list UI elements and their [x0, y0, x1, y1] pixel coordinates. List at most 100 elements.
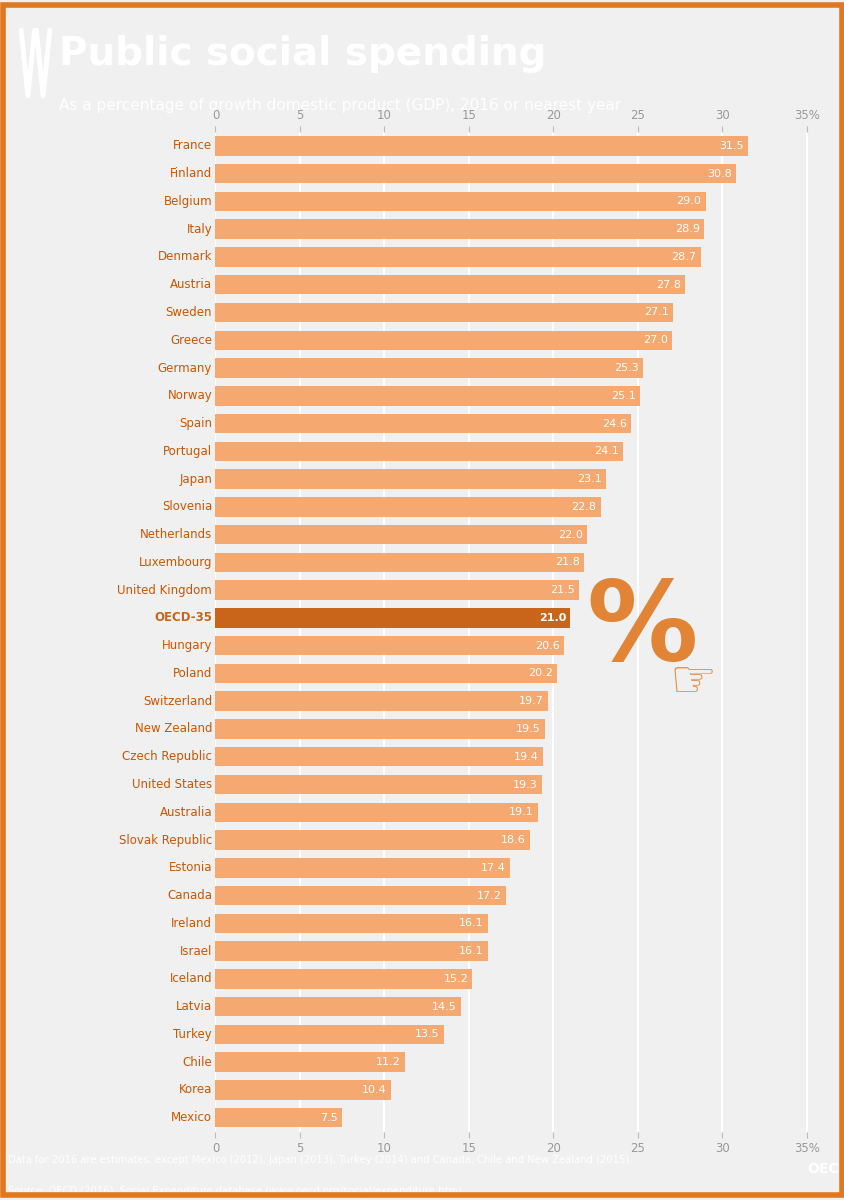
Text: 16.1: 16.1	[458, 918, 483, 929]
Bar	[215, 581, 578, 600]
Text: ☞: ☞	[668, 656, 716, 708]
Bar	[215, 748, 543, 767]
Text: 25.3: 25.3	[614, 364, 638, 373]
Text: 24.6: 24.6	[602, 419, 626, 428]
Text: Belgium: Belgium	[164, 194, 212, 208]
Text: Denmark: Denmark	[158, 251, 212, 264]
Bar	[215, 1052, 404, 1072]
Text: Australia: Australia	[160, 805, 212, 818]
Text: Data for 2016 are estimates, except Mexico (2012), Japan (2013), Turkey (2014) a: Data for 2016 are estimates, except Mexi…	[8, 1156, 632, 1165]
Text: 19.4: 19.4	[514, 751, 538, 762]
Text: United Kingdom: United Kingdom	[117, 583, 212, 596]
Text: 17.2: 17.2	[477, 890, 501, 900]
Bar	[215, 247, 700, 266]
Text: Japan: Japan	[179, 473, 212, 486]
Bar	[215, 275, 684, 294]
Text: Netherlands: Netherlands	[140, 528, 212, 541]
Text: 20.6: 20.6	[534, 641, 559, 650]
Text: Sweden: Sweden	[165, 306, 212, 319]
Bar	[215, 524, 587, 545]
Text: 28.9: 28.9	[674, 224, 699, 234]
Text: 27.8: 27.8	[655, 280, 680, 289]
Bar	[215, 386, 639, 406]
Text: Germany: Germany	[158, 361, 212, 374]
Text: 13.5: 13.5	[414, 1030, 439, 1039]
Text: 28.7: 28.7	[670, 252, 695, 262]
Bar	[215, 664, 556, 683]
Text: Greece: Greece	[170, 334, 212, 347]
Text: 10.4: 10.4	[362, 1085, 387, 1094]
Text: 19.5: 19.5	[516, 724, 540, 734]
Text: 16.1: 16.1	[458, 946, 483, 956]
Text: Austria: Austria	[170, 278, 212, 292]
Text: United States: United States	[132, 778, 212, 791]
Text: 21.8: 21.8	[555, 557, 579, 568]
Bar	[215, 941, 487, 961]
Bar	[215, 136, 747, 156]
Bar	[215, 359, 642, 378]
Text: 27.1: 27.1	[644, 307, 668, 318]
Text: %: %	[586, 576, 697, 683]
Bar	[215, 858, 509, 877]
Text: 23.1: 23.1	[576, 474, 601, 484]
Text: 22.0: 22.0	[558, 529, 582, 540]
Text: Public social spending: Public social spending	[59, 35, 546, 73]
Text: Norway: Norway	[167, 389, 212, 402]
Text: 30.8: 30.8	[706, 169, 731, 179]
Bar	[215, 553, 583, 572]
Text: Portugal: Portugal	[163, 445, 212, 458]
Text: Korea: Korea	[179, 1084, 212, 1097]
Text: 7.5: 7.5	[320, 1112, 338, 1123]
Text: 17.4: 17.4	[480, 863, 505, 872]
Bar	[215, 302, 673, 323]
Bar	[215, 330, 671, 350]
Text: France: France	[173, 139, 212, 152]
Text: 27.0: 27.0	[642, 335, 667, 346]
Text: Latvia: Latvia	[176, 1000, 212, 1013]
Text: Finland: Finland	[170, 167, 212, 180]
Text: 14.5: 14.5	[431, 1002, 456, 1012]
Text: Turkey: Turkey	[173, 1028, 212, 1040]
Text: 22.8: 22.8	[571, 502, 596, 512]
Bar	[215, 608, 570, 628]
Text: 31.5: 31.5	[718, 140, 743, 151]
Text: Ireland: Ireland	[171, 917, 212, 930]
Text: Poland: Poland	[173, 667, 212, 680]
Text: 19.3: 19.3	[512, 780, 537, 790]
Text: Source: OECD (2016), Social Expenditure database (www.oecd.org/social/expenditur: Source: OECD (2016), Social Expenditure …	[8, 1187, 462, 1196]
Text: Czech Republic: Czech Republic	[122, 750, 212, 763]
Text: 15.2: 15.2	[443, 974, 468, 984]
Bar	[215, 1025, 443, 1044]
Text: Israel: Israel	[180, 944, 212, 958]
Text: Hungary: Hungary	[161, 640, 212, 652]
Text: Slovenia: Slovenia	[162, 500, 212, 514]
Bar	[215, 886, 506, 905]
Text: 19.1: 19.1	[509, 808, 533, 817]
Text: 20.2: 20.2	[528, 668, 552, 678]
Bar	[215, 220, 703, 239]
Text: OECD-35: OECD-35	[154, 612, 212, 624]
Bar	[215, 414, 630, 433]
Text: New Zealand: New Zealand	[134, 722, 212, 736]
Text: Canada: Canada	[167, 889, 212, 902]
Bar	[215, 192, 705, 211]
Text: Luxembourg: Luxembourg	[138, 556, 212, 569]
Text: Spain: Spain	[179, 418, 212, 430]
Bar	[215, 442, 622, 461]
Bar	[215, 970, 472, 989]
Bar	[215, 913, 487, 934]
Bar	[215, 164, 735, 184]
Bar	[215, 1108, 342, 1128]
Bar	[215, 997, 460, 1016]
Text: 19.7: 19.7	[519, 696, 544, 707]
Text: As a percentage of growth domestic product (GDP), 2016 or nearest year: As a percentage of growth domestic produ…	[59, 98, 620, 113]
Bar	[215, 469, 605, 488]
Text: 25.1: 25.1	[610, 391, 635, 401]
Text: OECD: OECD	[806, 1162, 844, 1176]
Text: Chile: Chile	[182, 1056, 212, 1069]
Text: Switzerland: Switzerland	[143, 695, 212, 708]
Text: 11.2: 11.2	[376, 1057, 400, 1067]
Text: 29.0: 29.0	[676, 197, 701, 206]
Text: Italy: Italy	[187, 223, 212, 235]
Text: 21.5: 21.5	[549, 586, 574, 595]
